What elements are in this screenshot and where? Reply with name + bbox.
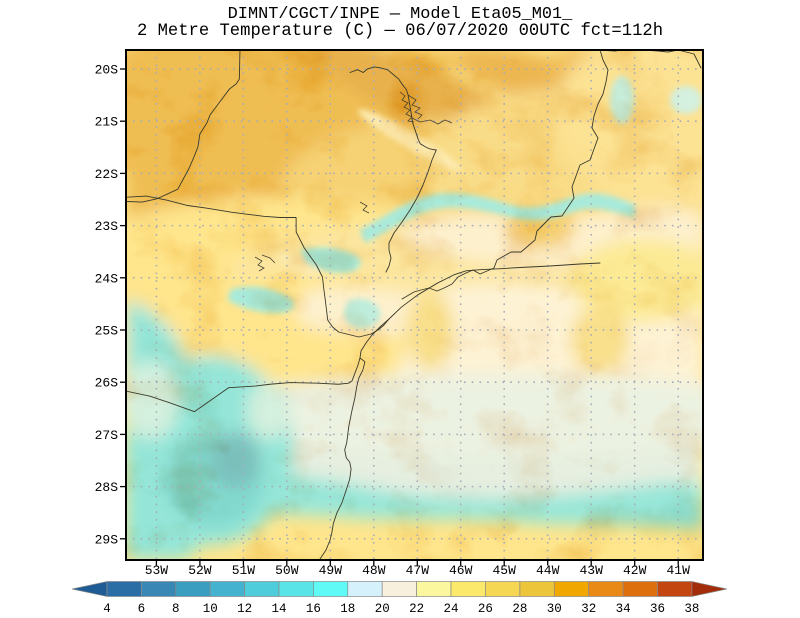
- svg-text:6: 6: [138, 602, 146, 616]
- svg-text:14: 14: [271, 602, 286, 616]
- svg-text:26: 26: [478, 602, 493, 616]
- svg-text:16: 16: [306, 602, 321, 616]
- svg-text:24S: 24S: [95, 271, 119, 286]
- svg-text:4: 4: [103, 602, 111, 616]
- svg-text:26S: 26S: [95, 376, 119, 391]
- svg-text:38: 38: [684, 602, 699, 616]
- svg-text:21S: 21S: [95, 115, 119, 130]
- svg-text:34: 34: [616, 602, 631, 616]
- svg-text:8: 8: [172, 602, 180, 616]
- svg-text:22S: 22S: [95, 167, 119, 182]
- svg-text:20S: 20S: [95, 63, 119, 78]
- svg-text:30: 30: [547, 602, 562, 616]
- svg-text:12: 12: [237, 602, 252, 616]
- svg-text:36: 36: [650, 602, 665, 616]
- svg-text:22: 22: [409, 602, 424, 616]
- svg-text:10: 10: [203, 602, 218, 616]
- svg-text:18: 18: [340, 602, 355, 616]
- svg-text:24: 24: [443, 602, 458, 616]
- svg-text:29S: 29S: [95, 532, 119, 547]
- svg-text:27S: 27S: [95, 428, 119, 443]
- svg-text:28: 28: [512, 602, 527, 616]
- svg-text:20: 20: [375, 602, 390, 616]
- svg-text:23S: 23S: [95, 219, 119, 234]
- svg-text:32: 32: [581, 602, 596, 616]
- svg-text:25S: 25S: [95, 324, 119, 339]
- svg-text:2 Metre Temperature (C) — 0: 2 Metre Temperature (C) — 06/07/2020 00U…: [137, 22, 663, 41]
- svg-text:28S: 28S: [95, 480, 119, 495]
